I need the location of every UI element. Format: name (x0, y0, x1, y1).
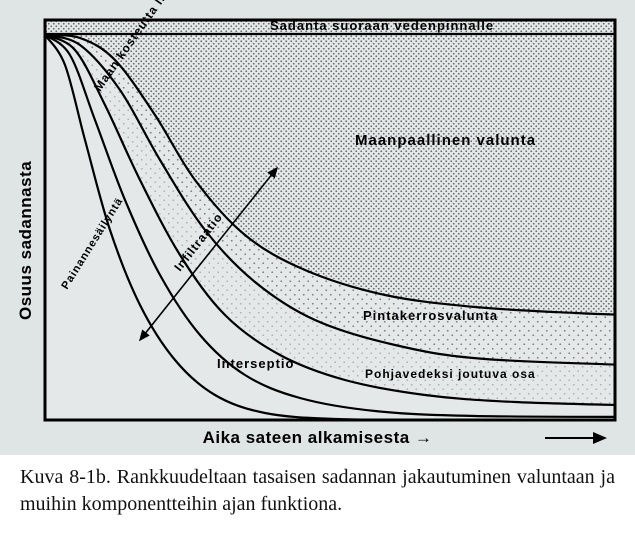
svg-text:Maanpaallinen valunta: Maanpaallinen valunta (355, 132, 536, 149)
figure-caption: Kuva 8-1b. Rankkuudeltaan tasaisen sadan… (20, 464, 615, 518)
svg-text:Sadanta suoraan vedenpinnalle: Sadanta suoraan vedenpinnalle (270, 18, 494, 33)
chart-area: Sadanta suoraan vedenpinnalle Maanpaallin… (0, 0, 635, 455)
figure-page: Sadanta suoraan vedenpinnalle Maanpaallin… (0, 0, 635, 545)
svg-text:Interseptio: Interseptio (217, 356, 294, 371)
svg-text:Pintakerrosvalunta: Pintakerrosvalunta (363, 308, 498, 323)
caption-prefix: Kuva 8-1b. (20, 466, 111, 488)
svg-text:Pohjavedeksi joutuva osa: Pohjavedeksi joutuva osa (365, 367, 536, 381)
chart-svg: Sadanta suoraan vedenpinnalle Maanpaallin… (0, 0, 635, 455)
x-axis-label: Aika sateen alkamisesta → (0, 428, 635, 448)
y-axis-label: Osuus sadannasta (16, 161, 36, 320)
